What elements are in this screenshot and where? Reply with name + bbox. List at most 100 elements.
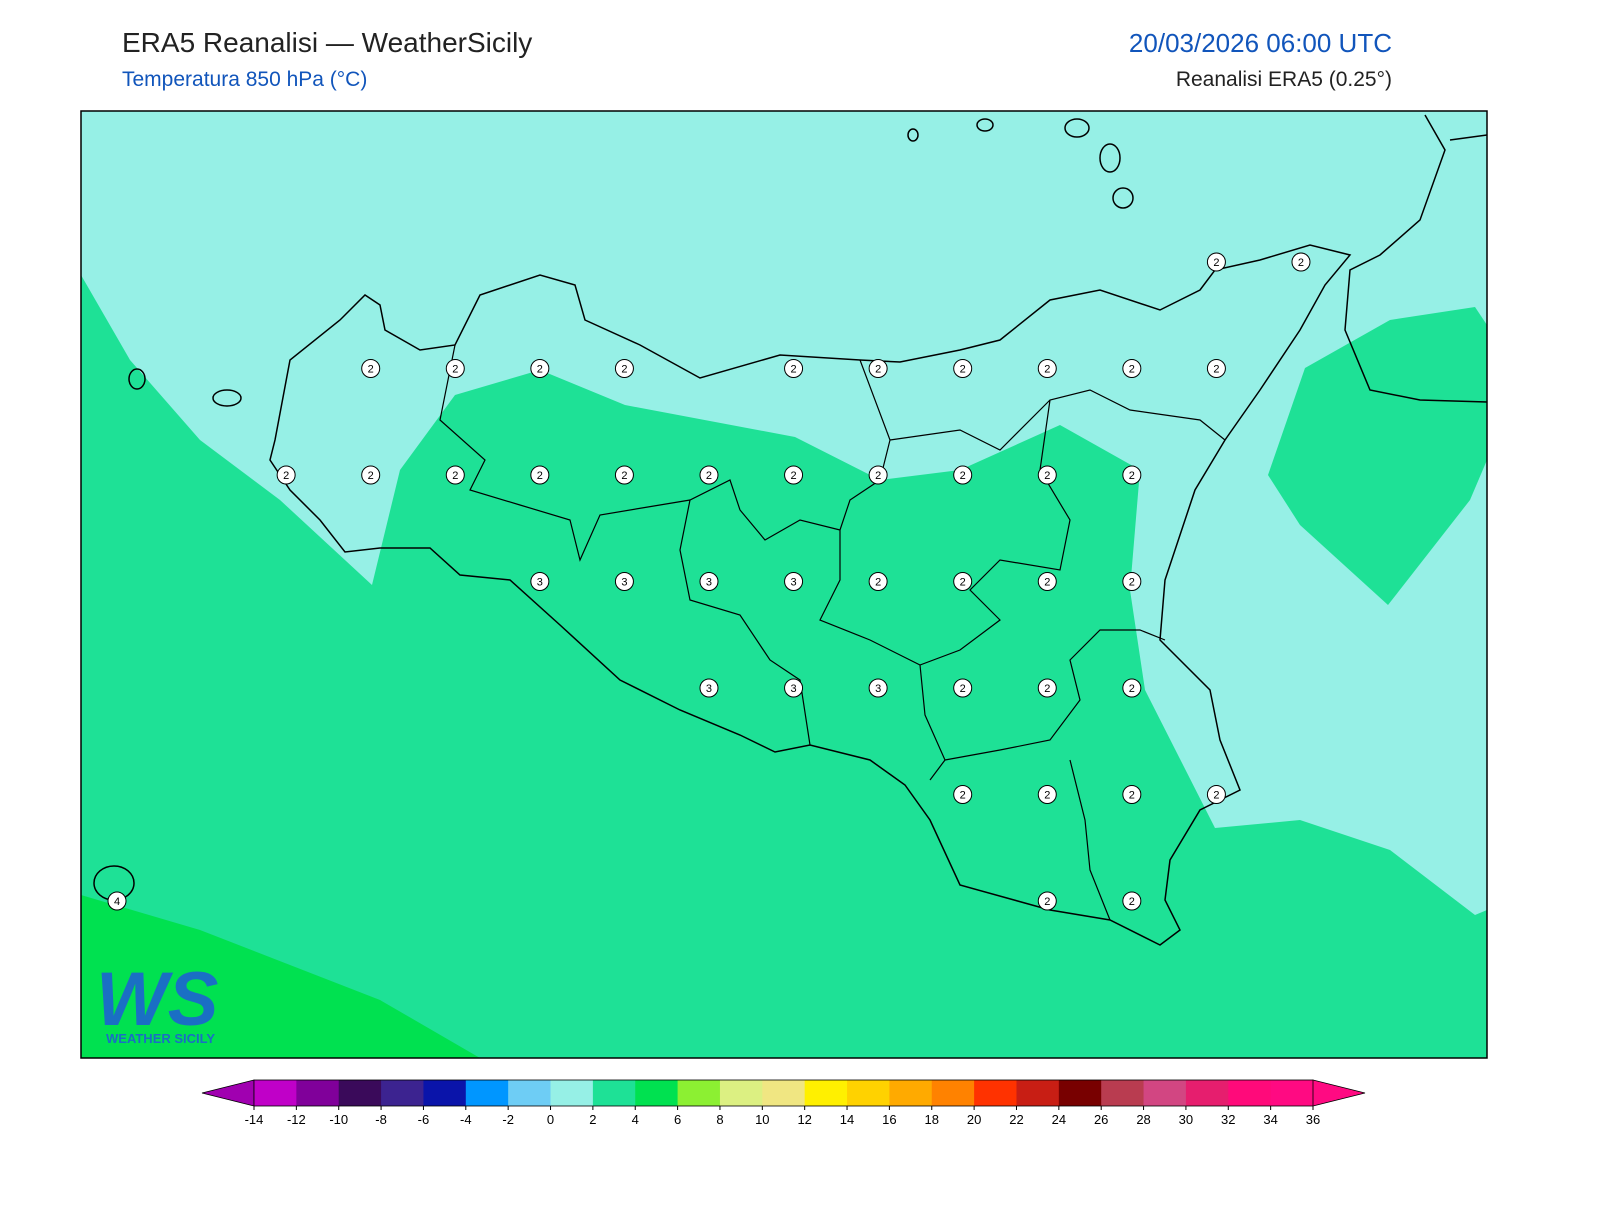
coastline <box>269 244 1352 946</box>
station-value: 2 <box>1129 683 1135 695</box>
station-marker <box>1122 785 1142 804</box>
colorbar-tick-label: -8 <box>375 1112 387 1127</box>
colorbar-tick-label: -6 <box>418 1112 430 1127</box>
station-marker <box>530 465 550 485</box>
colorbar-over <box>1312 1079 1366 1107</box>
station-marker <box>1122 891 1142 911</box>
colorbar-segment <box>719 1080 763 1106</box>
station-value: 2 <box>452 470 458 482</box>
station-value: 3 <box>790 683 796 695</box>
colorbar-tick-label: 8 <box>716 1112 723 1127</box>
colorbar-segment <box>1270 1080 1314 1106</box>
colorbar-segment <box>296 1080 340 1106</box>
source: Reanalisi ERA5 (0.25°) <box>1176 68 1392 91</box>
station-marker <box>784 678 804 698</box>
station-value: 2 <box>1044 470 1050 482</box>
station-marker <box>784 359 804 378</box>
station-value: 2 <box>875 577 881 589</box>
station-marker <box>530 359 550 378</box>
station-marker <box>953 785 973 804</box>
colorbar-tick-label: 18 <box>925 1112 939 1127</box>
station-marker <box>1037 785 1057 804</box>
logo-mark: WS <box>96 957 218 1042</box>
station-marker <box>868 572 888 591</box>
station-marker <box>953 678 973 698</box>
colorbar-tick-label: 34 <box>1263 1112 1277 1127</box>
station-marker <box>1037 359 1057 378</box>
colorbar-tick-label: 20 <box>967 1112 981 1127</box>
station-value: 3 <box>875 683 881 695</box>
station-marker <box>1037 572 1057 591</box>
station-value: 2 <box>875 470 881 482</box>
map-frame <box>80 110 1488 1059</box>
colorbar-tick-label: 0 <box>547 1112 554 1127</box>
contour-2-4 <box>1268 307 1487 605</box>
station-value: 2 <box>1129 470 1135 482</box>
station-value: 2 <box>1129 364 1135 376</box>
colorbar-tick-label: -2 <box>502 1112 514 1127</box>
station-marker <box>107 891 127 911</box>
station-value: 2 <box>537 364 543 376</box>
station-value: 2 <box>960 364 966 376</box>
station-marker <box>868 678 888 698</box>
station-marker <box>868 465 888 485</box>
station-value: 3 <box>706 577 712 589</box>
logo: WS WEATHER SICILY <box>96 957 218 1046</box>
calabria-coast <box>1344 114 1487 403</box>
station-value: 2 <box>875 364 881 376</box>
station-value: 2 <box>1129 790 1135 802</box>
colorbar-tick-label: 12 <box>797 1112 811 1127</box>
datetime: 20/03/2026 06:00 UTC <box>1129 28 1392 58</box>
colorbar-tick-label: 14 <box>840 1112 854 1127</box>
station-marker <box>1206 785 1226 804</box>
station-marker <box>953 572 973 591</box>
colorbar-tick-label: -10 <box>329 1112 348 1127</box>
station-value: 2 <box>1044 364 1050 376</box>
colorbar-tick-label: 10 <box>755 1112 769 1127</box>
colorbar-segment <box>635 1080 679 1106</box>
station-marker <box>953 465 973 485</box>
station-value: 2 <box>960 470 966 482</box>
colorbar-tick-label: -4 <box>460 1112 472 1127</box>
colorbar-segment <box>423 1080 467 1106</box>
station-value: 2 <box>1213 364 1219 376</box>
station-value: 2 <box>1129 577 1135 589</box>
station-marker <box>699 572 719 591</box>
colorbar-segment <box>550 1080 594 1106</box>
colorbar-segment <box>762 1080 806 1106</box>
station-value: 3 <box>621 577 627 589</box>
station-values: 2 2 2 2 2 2 2 2 2 2 2 2 2 2 2 2 2 2 2 2 2 2 2 3 3 3 3 2 2 2 2 3 3 3 2 2 2 2 2 2… <box>107 252 1311 911</box>
colorbar-segment <box>508 1080 552 1106</box>
contour-4-6 <box>81 895 480 1058</box>
islands <box>93 118 1134 901</box>
colorbar-segment <box>254 1080 297 1106</box>
colorbar-under <box>201 1079 255 1107</box>
colorbar-tick-label: 26 <box>1094 1112 1108 1127</box>
colorbar-segment <box>889 1080 933 1106</box>
colorbar-segment <box>847 1080 890 1106</box>
colorbar-tick-label: 32 <box>1221 1112 1235 1127</box>
colorbar-tick-label: 24 <box>1052 1112 1066 1127</box>
station-marker <box>614 359 634 378</box>
station-marker <box>699 678 719 698</box>
station-value: 2 <box>537 470 543 482</box>
map: 2 2 2 2 2 2 2 2 2 2 2 2 2 2 2 2 2 2 2 2 2 2 2 3 3 3 3 2 2 2 2 3 3 3 2 2 2 2 2 2… <box>80 110 1488 1059</box>
station-value: 2 <box>1044 896 1050 908</box>
station-value: 2 <box>1213 257 1219 269</box>
station-value: 2 <box>1044 683 1050 695</box>
station-marker <box>1206 252 1226 272</box>
station-value: 2 <box>1044 577 1050 589</box>
station-value: 2 <box>621 364 627 376</box>
station-value: 2 <box>706 470 712 482</box>
station-value: 4 <box>114 896 120 908</box>
colorbar-segment <box>804 1080 848 1106</box>
colorbar-tick-label: 2 <box>589 1112 596 1127</box>
station-value: 2 <box>790 470 796 482</box>
station-value: 2 <box>1298 257 1304 269</box>
station-value: 2 <box>960 790 966 802</box>
station-value: 2 <box>1129 896 1135 908</box>
colorbar-segment <box>1101 1080 1145 1106</box>
colorbar-segment <box>465 1080 509 1106</box>
colorbar-segment <box>338 1080 382 1106</box>
